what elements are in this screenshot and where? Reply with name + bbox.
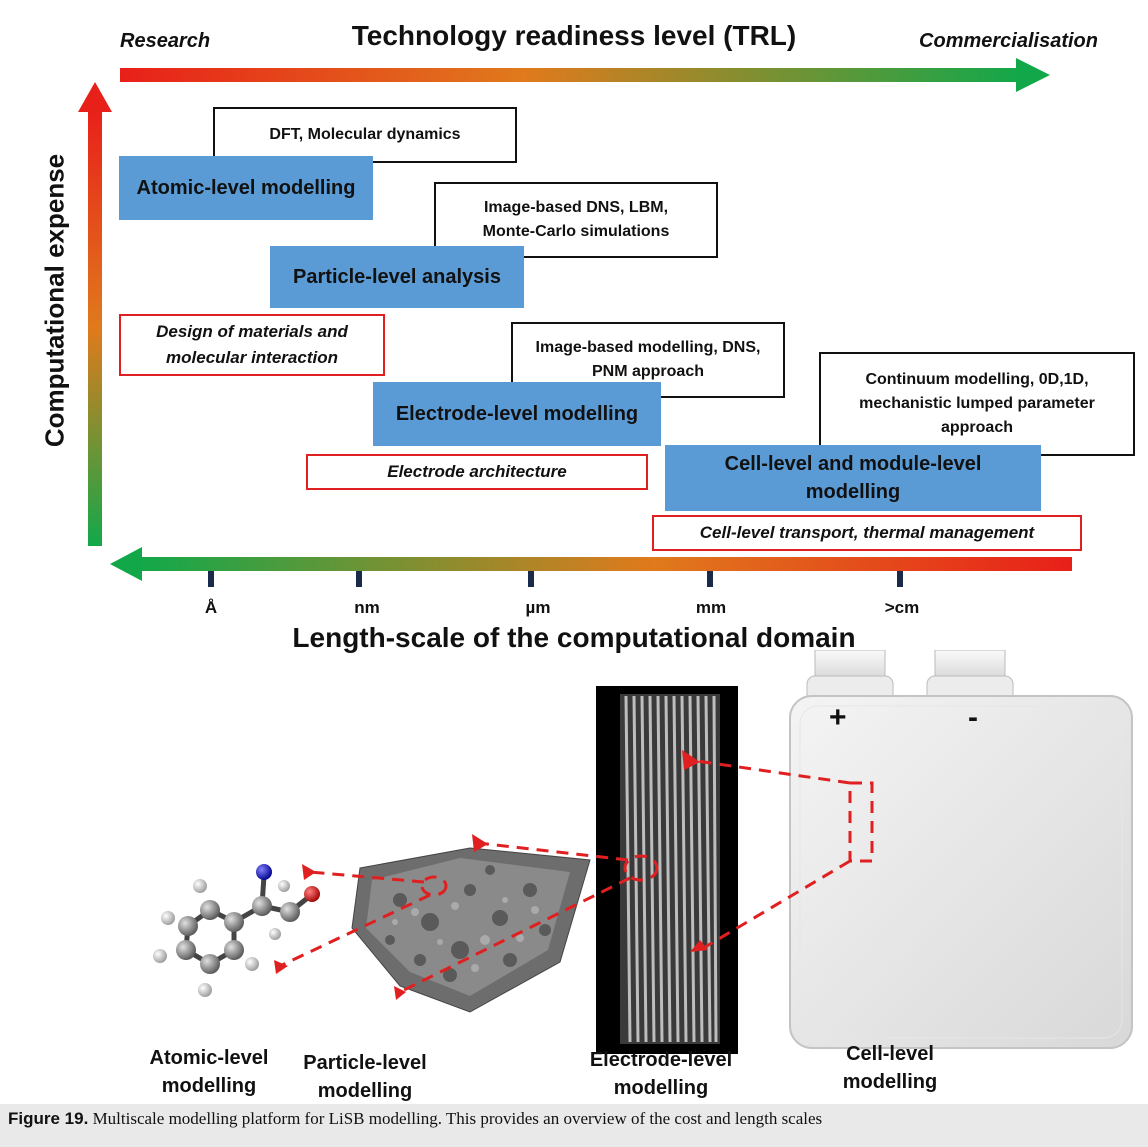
electrode-zoom-region: [623, 854, 659, 882]
tick-label-mm: mm: [695, 598, 727, 617]
molecule-image: [153, 864, 320, 997]
pouch-cell-image: [789, 650, 1133, 1049]
computational-expense-arrow: [78, 82, 112, 546]
commercialisation-label: Commercialisation: [919, 30, 1098, 52]
method-box-continuum: Continuum modelling, 0D,1D, mechanistic …: [819, 352, 1135, 456]
axes-arrows: [78, 58, 1072, 581]
particle-level-box: Particle-level analysis: [270, 246, 524, 308]
zoom-arrowheads: [274, 750, 708, 1000]
plus-terminal: +: [829, 701, 847, 734]
tick-label-nm: nm: [354, 598, 380, 617]
electrode-level-box: Electrode-level modelling: [373, 382, 661, 446]
tick-label-um: µm: [525, 598, 551, 617]
bottom-label-electrode: Electrode-level modelling: [589, 1049, 733, 1099]
cell-zoom-region: [848, 781, 874, 863]
caption-text: Multiscale modelling platform for LiSB m…: [88, 1109, 823, 1128]
application-box-electrode: Electrode architecture: [306, 454, 648, 490]
tick-mm: [707, 571, 713, 587]
tick-um: [528, 571, 534, 587]
bottom-label-cell: Cell-level modelling: [842, 1043, 938, 1093]
cell-level-box: Cell-level and module-level modelling: [665, 445, 1041, 511]
particle-microstructure-image: [351, 847, 591, 1013]
bottom-label-particle: Particle-level modelling: [303, 1052, 427, 1102]
method-box-dft: DFT, Molecular dynamics: [213, 107, 517, 163]
trl-arrow: [120, 58, 1050, 92]
multiscale-illustration: [153, 650, 1133, 1054]
caption-label: Figure 19.: [8, 1109, 89, 1128]
method-box-dns-lbm: Image-based DNS, LBM, Monte-Carlo simula…: [434, 182, 718, 258]
tick-angstrom: [208, 571, 214, 587]
length-scale-label: Length-scale of the computational domain: [292, 622, 856, 653]
application-box-materials: Design of materials and molecular intera…: [119, 314, 385, 376]
figure-caption: Figure 19. Multiscale modelling platform…: [0, 1104, 1148, 1147]
trl-title: Technology readiness level (TRL): [351, 20, 797, 51]
application-box-cell: Cell-level transport, thermal management: [652, 515, 1082, 551]
research-label: Research: [120, 30, 211, 52]
computational-expense-label: Computational expense: [39, 153, 70, 448]
bottom-label-atomic: Atomic-level modelling: [149, 1047, 269, 1097]
length-scale-arrow: [110, 547, 1072, 581]
atomic-level-box: Atomic-level modelling: [119, 156, 373, 220]
tick-label-angstrom: Å: [204, 598, 218, 617]
tick-cm: [897, 571, 903, 587]
electrode-ct-image: [596, 686, 738, 1054]
tick-nm: [356, 571, 362, 587]
minus-terminal: -: [968, 701, 978, 734]
particle-zoom-region: [420, 875, 448, 897]
zoom-arrows: [279, 758, 874, 994]
tick-label-cm: >cm: [884, 598, 920, 617]
